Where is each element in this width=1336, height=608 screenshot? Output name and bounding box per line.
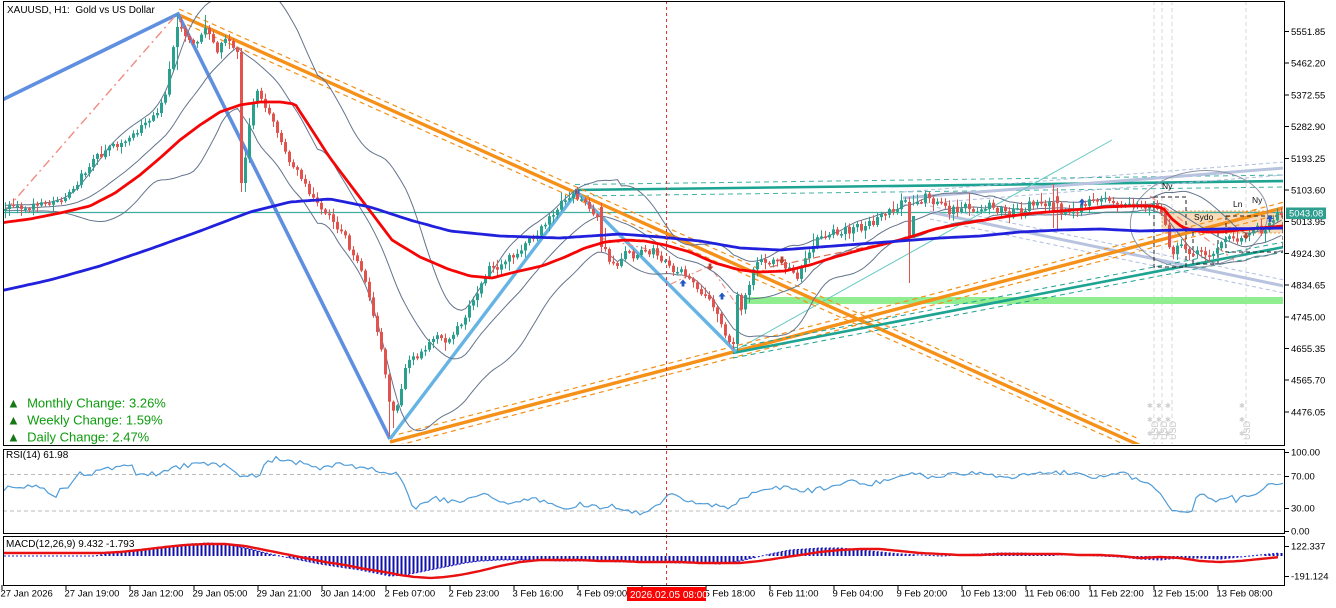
svg-text:5 Feb 18:00: 5 Feb 18:00 — [705, 589, 756, 600]
svg-text:5282.90: 5282.90 — [1291, 122, 1325, 133]
svg-text:MACD(12,26,9) 9.432 -1.793: MACD(12,26,9) 9.432 -1.793 — [6, 539, 135, 550]
svg-text:Ln: Ln — [1233, 199, 1243, 209]
svg-text:✱: ✱ — [1239, 416, 1245, 424]
svg-text:100.00: 100.00 — [1291, 448, 1320, 459]
svg-text:9 Feb 20:00: 9 Feb 20:00 — [897, 589, 948, 600]
svg-text:5013.95: 5013.95 — [1291, 217, 1325, 228]
svg-text:5043.08: 5043.08 — [1289, 209, 1323, 220]
svg-text:RSI(14) 61.98: RSI(14) 61.98 — [6, 450, 69, 461]
svg-text:✱: ✱ — [1156, 402, 1162, 410]
svg-text:4745.00: 4745.00 — [1291, 312, 1325, 323]
svg-text:3 Feb 16:00: 3 Feb 16:00 — [513, 589, 564, 600]
svg-text:0.00: 0.00 — [1291, 527, 1310, 538]
svg-text:Ny: Ny — [1252, 195, 1263, 205]
svg-text:USD: USD — [1168, 420, 1178, 440]
svg-text:27 Jan 2026: 27 Jan 2026 — [1, 589, 53, 600]
svg-text:13 Feb 08:00: 13 Feb 08:00 — [1217, 589, 1273, 600]
svg-text:XAUUSD, H1: Gold vs US Dollar: XAUUSD, H1: Gold vs US Dollar — [7, 5, 155, 16]
svg-text:▲ Weekly Change: 1.59%: ▲ Weekly Change: 1.59% — [7, 413, 163, 428]
svg-text:5372.55: 5372.55 — [1291, 90, 1325, 101]
svg-text:✱: ✱ — [1239, 430, 1245, 438]
svg-text:27 Jan 19:00: 27 Jan 19:00 — [65, 589, 120, 600]
svg-text:70.00: 70.00 — [1291, 472, 1315, 483]
svg-text:2 Feb 07:00: 2 Feb 07:00 — [385, 589, 436, 600]
svg-text:✱: ✱ — [1239, 402, 1245, 410]
svg-text:11 Feb 06:00: 11 Feb 06:00 — [1025, 589, 1080, 600]
svg-text:11 Feb 22:00: 11 Feb 22:00 — [1089, 589, 1144, 600]
svg-text:✱: ✱ — [1147, 430, 1153, 438]
svg-text:Ny: Ny — [1162, 181, 1173, 191]
svg-text:✱: ✱ — [1156, 416, 1162, 424]
svg-text:4834.65: 4834.65 — [1291, 281, 1325, 292]
svg-text:▲ Monthly Change: 3.26%: ▲ Monthly Change: 3.26% — [7, 396, 166, 411]
svg-text:4476.05: 4476.05 — [1291, 407, 1325, 418]
svg-text:2 Feb 23:00: 2 Feb 23:00 — [449, 589, 500, 600]
svg-text:4565.70: 4565.70 — [1291, 376, 1325, 387]
svg-text:2026.02.05 08:00: 2026.02.05 08:00 — [630, 590, 708, 601]
svg-text:▲ Daily Change: 2.47%: ▲ Daily Change: 2.47% — [7, 430, 150, 445]
svg-text:5103.60: 5103.60 — [1291, 186, 1325, 197]
svg-text:5462.20: 5462.20 — [1291, 59, 1325, 70]
svg-text:10 Feb 13:00: 10 Feb 13:00 — [961, 589, 1017, 600]
svg-text:12 Feb 15:00: 12 Feb 15:00 — [1153, 589, 1209, 600]
svg-text:5551.85: 5551.85 — [1291, 27, 1325, 38]
svg-text:4655.35: 4655.35 — [1291, 344, 1325, 355]
svg-text:✱: ✱ — [1156, 430, 1162, 438]
svg-text:30 Jan 14:00: 30 Jan 14:00 — [321, 589, 376, 600]
svg-text:✱: ✱ — [1147, 416, 1153, 424]
svg-text:-191.124: -191.124 — [1291, 572, 1329, 583]
svg-text:5193.25: 5193.25 — [1291, 154, 1325, 165]
svg-text:29 Jan 05:00: 29 Jan 05:00 — [193, 589, 248, 600]
svg-text:4924.30: 4924.30 — [1291, 249, 1325, 260]
svg-text:30.00: 30.00 — [1291, 504, 1315, 515]
svg-text:USD: USD — [1150, 420, 1160, 440]
svg-text:6 Feb 11:00: 6 Feb 11:00 — [769, 589, 819, 600]
svg-text:✱: ✱ — [1165, 416, 1171, 424]
svg-text:122.337: 122.337 — [1291, 542, 1325, 553]
svg-text:✱: ✱ — [1147, 402, 1153, 410]
svg-text:✱: ✱ — [1165, 402, 1171, 410]
svg-text:USD: USD — [1242, 420, 1252, 440]
svg-text:9 Feb 04:00: 9 Feb 04:00 — [833, 589, 884, 600]
svg-text:28 Jan 12:00: 28 Jan 12:00 — [129, 589, 184, 600]
svg-text:✱: ✱ — [1165, 430, 1171, 438]
svg-text:Sydo: Sydo — [1194, 212, 1214, 222]
svg-text:29 Jan 21:00: 29 Jan 21:00 — [257, 589, 312, 600]
svg-text:4 Feb 09:00: 4 Feb 09:00 — [577, 589, 628, 600]
svg-text:USD: USD — [1159, 420, 1169, 440]
